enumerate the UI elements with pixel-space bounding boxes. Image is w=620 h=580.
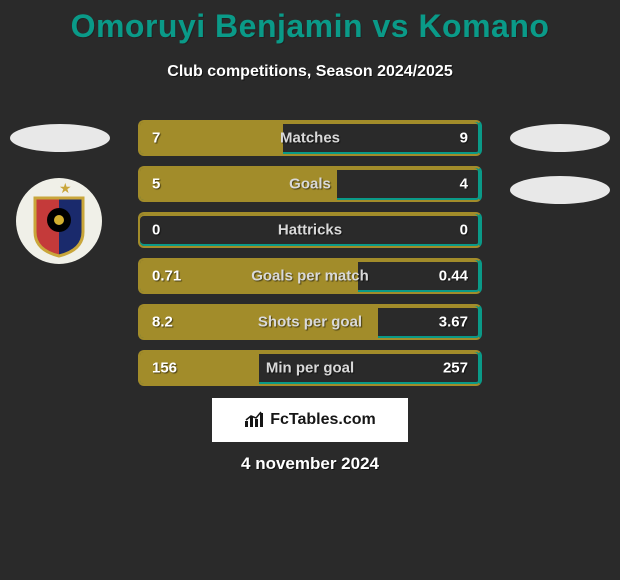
club-badge bbox=[16, 178, 102, 264]
stat-row: 7 Matches 9 bbox=[138, 120, 482, 156]
stat-label: Min per goal bbox=[266, 360, 354, 377]
stats-container: 7 Matches 9 5 Goals 4 0 Hattricks 0 0.71 Goals per… bbox=[138, 120, 482, 396]
stat-fill-left bbox=[140, 122, 283, 154]
brand-box: FcTables.com bbox=[212, 398, 408, 442]
stat-value-left: 5 bbox=[152, 176, 160, 193]
stat-value-left: 0.71 bbox=[152, 268, 181, 285]
subtitle: Club competitions, Season 2024/2025 bbox=[0, 63, 620, 81]
stat-value-left: 8.2 bbox=[152, 314, 173, 331]
stat-row: 5 Goals 4 bbox=[138, 166, 482, 202]
stat-row: 8.2 Shots per goal 3.67 bbox=[138, 304, 482, 340]
date-line: 4 november 2024 bbox=[241, 454, 379, 474]
stat-value-right: 0.44 bbox=[439, 268, 468, 285]
stat-value-right: 3.67 bbox=[439, 314, 468, 331]
stat-label: Shots per goal bbox=[258, 314, 362, 331]
stat-value-left: 7 bbox=[152, 130, 160, 147]
stat-value-right: 257 bbox=[443, 360, 468, 377]
stat-row: 0 Hattricks 0 bbox=[138, 212, 482, 248]
club-shield-icon bbox=[33, 196, 85, 258]
stat-label: Matches bbox=[280, 130, 340, 147]
player-right-placeholder-2 bbox=[510, 176, 610, 204]
stat-label: Hattricks bbox=[278, 222, 342, 239]
stat-value-right: 9 bbox=[460, 130, 468, 147]
stat-row: 0.71 Goals per match 0.44 bbox=[138, 258, 482, 294]
stat-value-left: 156 bbox=[152, 360, 177, 377]
stat-value-right: 4 bbox=[460, 176, 468, 193]
stat-label: Goals per match bbox=[251, 268, 369, 285]
stat-label: Goals bbox=[289, 176, 331, 193]
stat-value-left: 0 bbox=[152, 222, 160, 239]
shield-ball-patch bbox=[54, 215, 64, 225]
player-right-placeholder-1 bbox=[510, 124, 610, 152]
player-left-placeholder bbox=[10, 124, 110, 152]
stat-row: 156 Min per goal 257 bbox=[138, 350, 482, 386]
stat-value-right: 0 bbox=[460, 222, 468, 239]
page-title: Omoruyi Benjamin vs Komano bbox=[0, 0, 620, 45]
brand-text: FcTables.com bbox=[270, 411, 376, 429]
brand-chart-icon bbox=[244, 411, 264, 429]
